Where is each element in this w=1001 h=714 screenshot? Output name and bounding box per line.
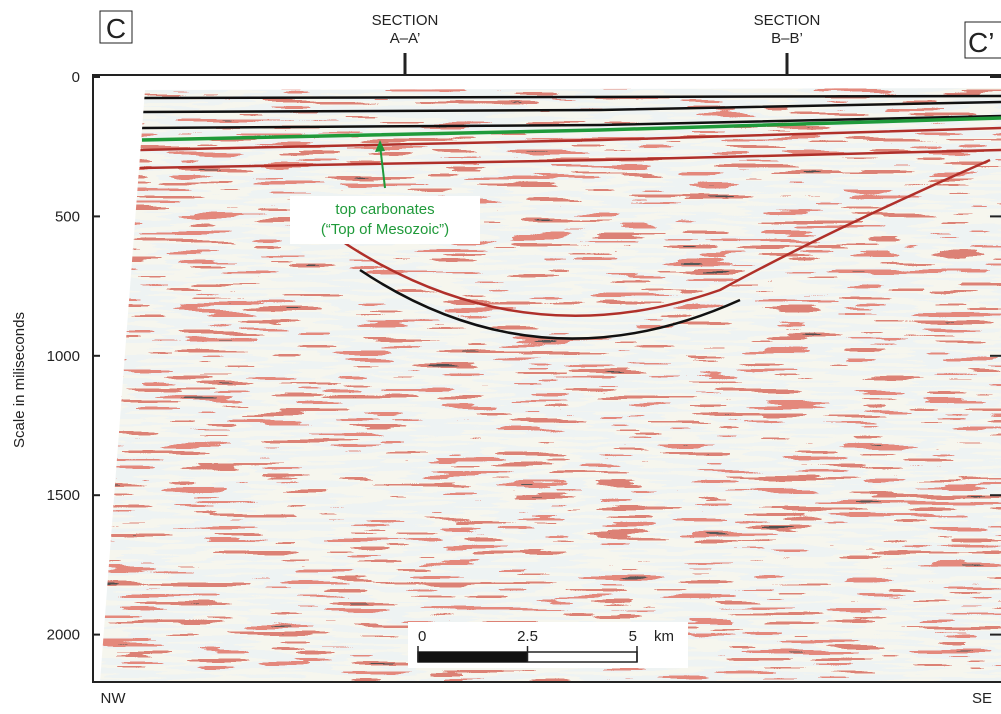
reflector (139, 148, 1001, 170)
seismic-image (100, 88, 1001, 682)
reflector (139, 94, 1001, 100)
corner-label: C (106, 13, 126, 44)
corner-box (99, 10, 133, 44)
scale-bar-label: 2.5 (517, 628, 538, 645)
y-tick-label: 1000 (47, 348, 80, 365)
reflector (359, 268, 741, 340)
annotation-box (290, 196, 480, 244)
section-label: SECTION (754, 12, 821, 29)
section-label: A–A’ (390, 30, 421, 47)
y-tick-label: 2000 (47, 627, 80, 644)
reflector (139, 126, 1001, 152)
scale-bar-segment (418, 652, 528, 662)
corner-label: C’ (968, 27, 994, 58)
reflector (139, 100, 1001, 114)
frame (92, 74, 1001, 683)
reflector (339, 158, 991, 318)
annotation-line: top carbonates (335, 201, 434, 218)
y-tick-label: 1500 (47, 487, 80, 504)
seismic-texture (100, 88, 1001, 682)
end-label: SE (972, 690, 992, 707)
annotation-arrow (379, 144, 386, 189)
y-tick-label: 500 (55, 208, 80, 225)
y-tick-label: 0 (72, 69, 80, 86)
reflector (139, 114, 1001, 130)
section-label: SECTION (372, 12, 439, 29)
horizon-line (141, 116, 1001, 142)
reflectors (139, 94, 1001, 340)
annotation-line: (“Top of Mesozoic”) (321, 221, 449, 238)
scale-bar-label: 0 (418, 628, 426, 645)
corner-box (964, 21, 1001, 59)
end-label: NW (101, 690, 127, 707)
y-axis-label: Scale in miliseconds (11, 312, 28, 448)
arrow-head (375, 140, 385, 152)
scale-bar-label: 5 (629, 628, 637, 645)
scale-bar-unit: km (654, 628, 674, 645)
section-label: B–B’ (771, 30, 803, 47)
